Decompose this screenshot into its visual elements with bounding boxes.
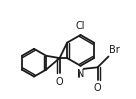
Text: Cl: Cl (76, 21, 85, 31)
Text: N: N (77, 69, 84, 79)
Text: Br: Br (109, 45, 120, 55)
Text: O: O (56, 77, 63, 87)
Text: O: O (94, 83, 101, 93)
